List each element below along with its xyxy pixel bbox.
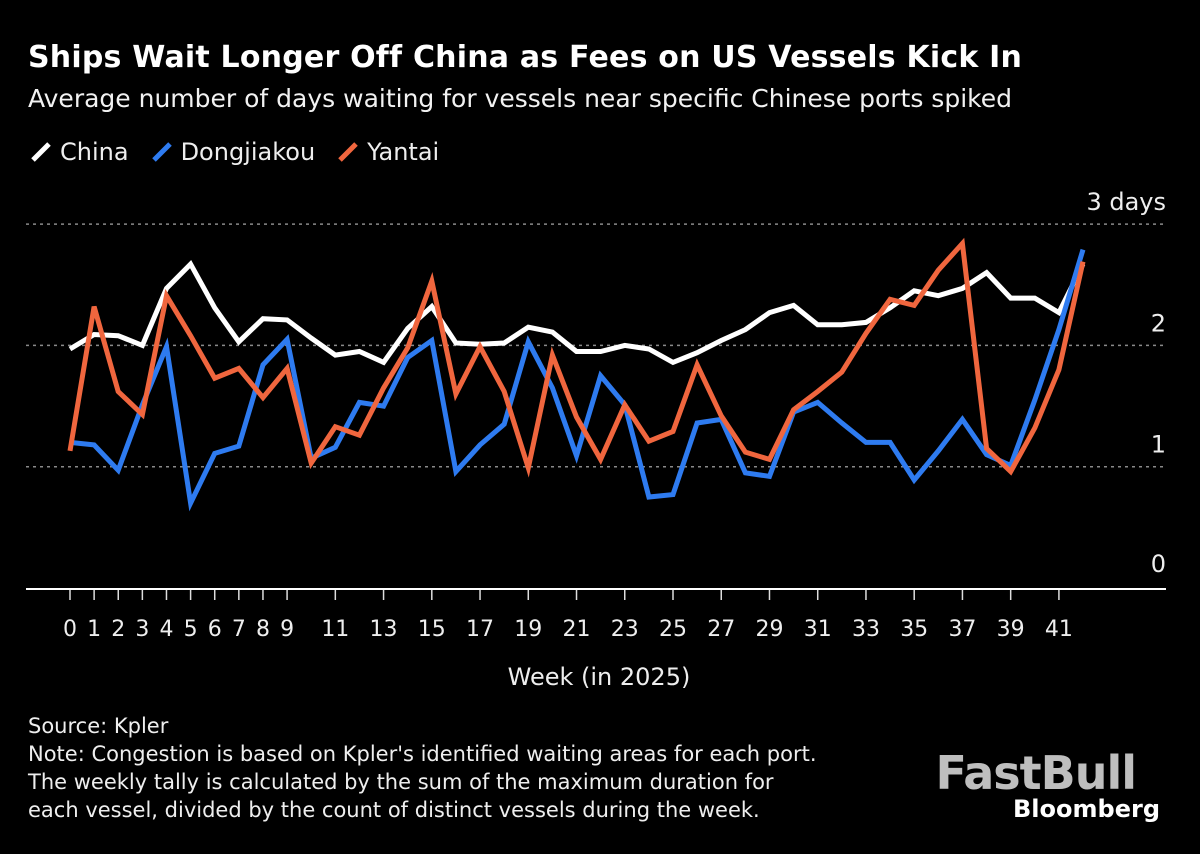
x-tick-label: 9 bbox=[280, 617, 294, 642]
x-tick-label: 31 bbox=[804, 617, 832, 642]
x-tick-label: 15 bbox=[418, 617, 446, 642]
legend-swatch-line bbox=[338, 142, 358, 162]
legend-swatch-line bbox=[31, 142, 51, 162]
y-tick-label: 1 bbox=[1151, 431, 1166, 459]
x-tick-label: 13 bbox=[370, 617, 398, 642]
footer: Source: Kpler Note: Congestion is based … bbox=[28, 712, 817, 824]
chart-subtitle: Average number of days waiting for vesse… bbox=[28, 84, 1012, 113]
x-tick-label: 39 bbox=[997, 617, 1025, 642]
legend-swatch-china-icon bbox=[31, 142, 51, 162]
x-axis-title: Week (in 2025) bbox=[508, 663, 691, 691]
legend-swatch-dongjiakou-icon bbox=[151, 142, 172, 162]
note-line-2: The weekly tally is calculated by the su… bbox=[28, 770, 774, 794]
x-tick-label: 5 bbox=[184, 617, 198, 642]
x-tick-label: 3 bbox=[135, 617, 149, 642]
y-axis-labels: 0 1 2 3 days bbox=[1086, 188, 1166, 578]
legend: China Dongjiakou Yantai bbox=[30, 138, 461, 166]
x-tick-label: 1 bbox=[87, 617, 101, 642]
x-tick-label: 4 bbox=[159, 617, 173, 642]
x-tick-label: 33 bbox=[852, 617, 880, 642]
x-tick-label: 23 bbox=[611, 617, 639, 642]
series-line-yantai bbox=[67, 237, 1086, 478]
x-tick-label: 19 bbox=[514, 617, 542, 642]
x-tick-label: 27 bbox=[707, 617, 735, 642]
legend-swatch-line bbox=[151, 142, 172, 162]
x-tick-label: 21 bbox=[563, 617, 591, 642]
y-tick-label: 3 days bbox=[1086, 188, 1166, 216]
legend-item-dongjiakou: Dongjiakou bbox=[151, 138, 316, 166]
x-tick-label: 2 bbox=[111, 617, 125, 642]
series-line-dongjiakou bbox=[69, 248, 1086, 512]
note-line-3: each vessel, divided by the count of dis… bbox=[28, 798, 760, 822]
x-axis: 0 1 2 3 4 5 6 7 8 9 11 13 15 17 19 21 23 25 27 29 31 33 35 37 39… bbox=[26, 588, 1166, 642]
x-tick-label: 35 bbox=[900, 617, 928, 642]
x-tick-label: 7 bbox=[232, 617, 246, 642]
x-tick-label: 29 bbox=[755, 617, 783, 642]
y-tick-label: 2 bbox=[1151, 309, 1166, 337]
legend-label: Dongjiakou bbox=[180, 138, 316, 166]
series-lines bbox=[67, 237, 1086, 512]
x-tick-label: 37 bbox=[948, 617, 976, 642]
y-tick-label: 0 bbox=[1151, 550, 1166, 578]
branding: FastBull Bloomberg bbox=[935, 746, 1160, 824]
source-text: Source: Kpler bbox=[28, 714, 169, 738]
x-tick-label: 0 bbox=[63, 617, 77, 642]
note-line-1: Note: Congestion is based on Kpler's ide… bbox=[28, 742, 817, 766]
chart-title: Ships Wait Longer Off China as Fees on U… bbox=[28, 40, 1023, 75]
gridlines bbox=[26, 223, 1166, 468]
x-tick-label: 8 bbox=[256, 617, 270, 642]
legend-label: China bbox=[60, 138, 129, 166]
x-tick-label: 6 bbox=[208, 617, 222, 642]
x-tick-label: 11 bbox=[321, 617, 349, 642]
fastbull-watermark: FastBull bbox=[935, 746, 1137, 800]
x-tick-label: 25 bbox=[659, 617, 687, 642]
bloomberg-logo: Bloomberg bbox=[1013, 795, 1160, 823]
legend-item-china: China bbox=[30, 138, 129, 166]
legend-swatch-yantai-icon bbox=[338, 142, 358, 162]
x-tick-label: 41 bbox=[1045, 617, 1073, 642]
legend-item-yantai: Yantai bbox=[337, 138, 439, 166]
series-line-china bbox=[68, 259, 1086, 366]
legend-label: Yantai bbox=[367, 138, 440, 166]
x-tick-label: 17 bbox=[466, 617, 494, 642]
